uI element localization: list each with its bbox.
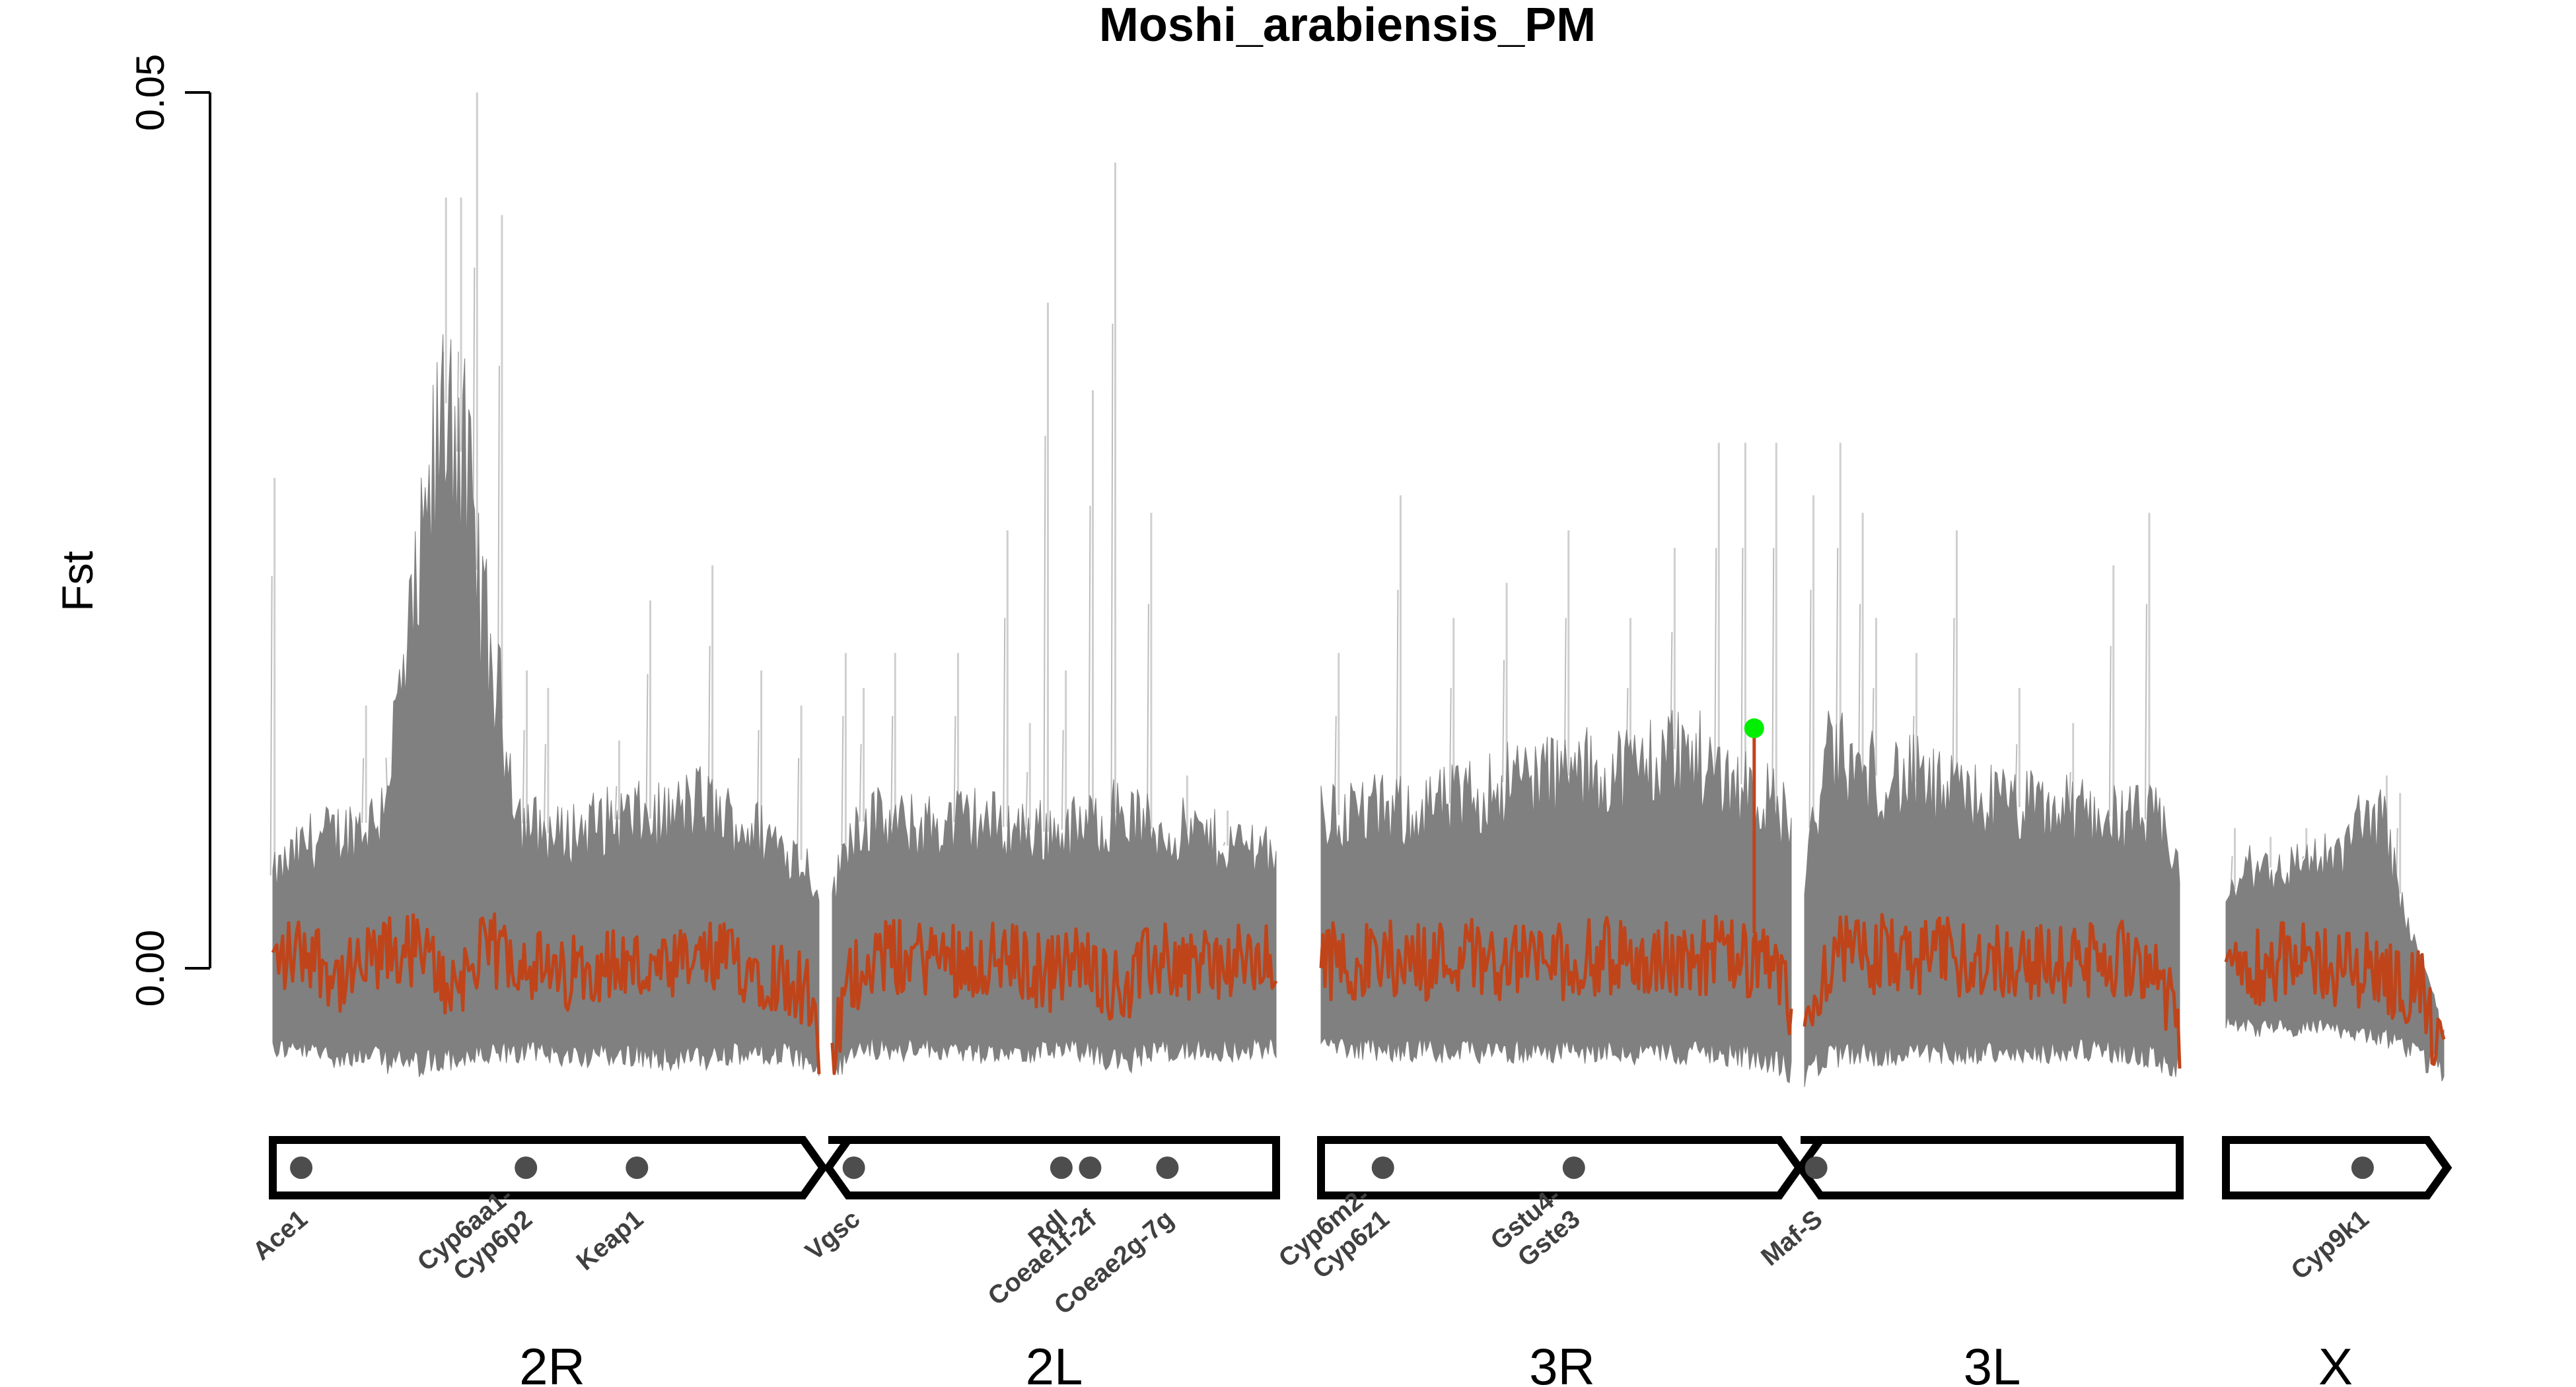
fst-spike-shadow-3R-7 (1714, 548, 1717, 771)
fst-spike-shadow-2L-2 (890, 716, 894, 826)
fst-spike-shadow-2L-5 (1025, 771, 1028, 830)
fst-spike-shadow-2R-13 (797, 758, 800, 860)
fst-spike-shadow-2L-3 (953, 716, 956, 822)
fst-spike-shadow-2R-4 (456, 351, 460, 452)
fst-spike-shadow-3R-1 (1396, 590, 1399, 812)
gene-dot-0 (290, 1156, 313, 1179)
series-3L (1803, 443, 2182, 1087)
fst-mean-line-X (2224, 921, 2446, 1066)
fst-spike-shadow-X-2 (2301, 855, 2305, 859)
chromosome-label-3R: 3R (1529, 1337, 1595, 1387)
y-tick-label-top: 0.05 (128, 54, 172, 131)
fst-mean-line-2R (271, 912, 821, 1075)
fst-spike-shadow-2R-10 (645, 674, 649, 819)
ideogram-3R (1317, 1136, 1805, 1199)
highlight-point (1744, 718, 1764, 738)
ideogram-3L (1795, 1136, 2184, 1199)
y-axis: 0.05 0.00 Fst (53, 54, 211, 1007)
gene-label-3: Vgsc (800, 1205, 865, 1266)
gene-dot-10 (2351, 1156, 2374, 1179)
gene-dot-6 (1156, 1156, 1179, 1179)
gene-label-10: Cyp9k1 (2286, 1205, 2375, 1285)
ideogram-2R (269, 1136, 828, 1199)
gene-label-line: Vgsc (800, 1205, 865, 1266)
gene-label-0: Ace1 (248, 1205, 313, 1266)
gene-dot-8 (1562, 1156, 1585, 1179)
fst-spike-shadow-2L-1 (859, 744, 862, 822)
fst-spike-shadow-2R-7 (522, 730, 525, 824)
series-2R (269, 92, 821, 1077)
fst-spike-shadow-2R-8 (543, 744, 546, 834)
fst-spike-shadow-3L-2 (1858, 604, 1861, 776)
fst-spike-shadow-2R-0 (269, 575, 273, 876)
gene-dot-7 (1371, 1156, 1394, 1179)
fst-envelope-2R (272, 334, 820, 1077)
fst-spike-shadow-3R-9 (1771, 548, 1775, 808)
fst-spike-shadow-3R-3 (1502, 660, 1505, 783)
chromosome-label-X: X (2318, 1337, 2353, 1387)
gene-label-line: Maf-S (1756, 1205, 1828, 1271)
fst-spike-shadow-3L-9 (2144, 604, 2147, 820)
fst-envelope-3L (1804, 711, 2180, 1087)
chromosome-label-3L: 3L (1964, 1337, 2021, 1387)
plot-area (269, 92, 2446, 1087)
fst-envelope-3R (1320, 710, 1792, 1084)
gene-dot-3 (842, 1156, 865, 1179)
fst-spike-shadow-2L-12 (1223, 841, 1226, 846)
fst-mean-line-2L (830, 919, 1278, 1075)
gene-label-line: Ace1 (248, 1205, 313, 1266)
y-tick-label-bottom: 0.00 (128, 930, 172, 1007)
gene-dot-2 (626, 1156, 649, 1179)
fst-spike-shadow-3L-8 (2108, 646, 2112, 817)
fst-spike-shadow-2L-7 (1061, 730, 1064, 830)
gene-dot-5 (1079, 1156, 1102, 1179)
gene-label-line: Cyp9k1 (2286, 1205, 2375, 1285)
y-axis-label: Fst (53, 551, 102, 612)
gene-label-2: Keap1 (571, 1205, 649, 1276)
fst-spike-shadow-2R-1 (361, 758, 365, 823)
chart-title: Moshi_arabiensis_PM (1099, 0, 1596, 52)
fst-spike-shadow-2L-0 (841, 716, 844, 846)
series-X (2224, 775, 2446, 1082)
gene-label-9: Maf-S (1756, 1205, 1828, 1271)
fst-spike-shadow-3R-2 (1449, 688, 1452, 804)
fst-spike-shadow-2R-9 (614, 786, 618, 820)
fst-envelope-2L (832, 779, 1277, 1075)
fst-spike-shadow-2L-6 (1043, 435, 1046, 832)
fst-mean-line-3R (1319, 915, 1793, 1036)
fst-spike-shadow-3L-1 (1836, 548, 1839, 758)
chromosome-label-2R: 2R (519, 1337, 585, 1387)
series-3R (1319, 443, 1793, 1084)
gene-dot-4 (1050, 1156, 1073, 1179)
fst-spike-shadow-2L-8 (1088, 505, 1091, 824)
gene-label-line: Keap1 (571, 1205, 649, 1276)
series-2L (830, 162, 1278, 1075)
fst-mean-line-3L (1803, 913, 2182, 1069)
fst-spike-shadow-2L-4 (1003, 618, 1006, 828)
chromosome-ideogram (269, 1136, 2452, 1199)
fst-spike-shadow-2L-9 (1110, 324, 1114, 813)
chromosome-labels: 2R 2L 3R 3L X (519, 1337, 2353, 1387)
ideogram-X (2222, 1136, 2452, 1199)
chromosome-label-2L: 2L (1026, 1337, 1083, 1387)
fst-spike-shadow-3L-5 (1952, 618, 1955, 796)
fst-spike-shadow-2L-10 (1146, 604, 1149, 830)
gene-dot-1 (515, 1156, 538, 1179)
fst-spike-shadow-3L-0 (1808, 590, 1812, 828)
gene-dot-9 (1805, 1156, 1828, 1179)
fst-spike-shadow-3R-8 (1740, 548, 1744, 785)
